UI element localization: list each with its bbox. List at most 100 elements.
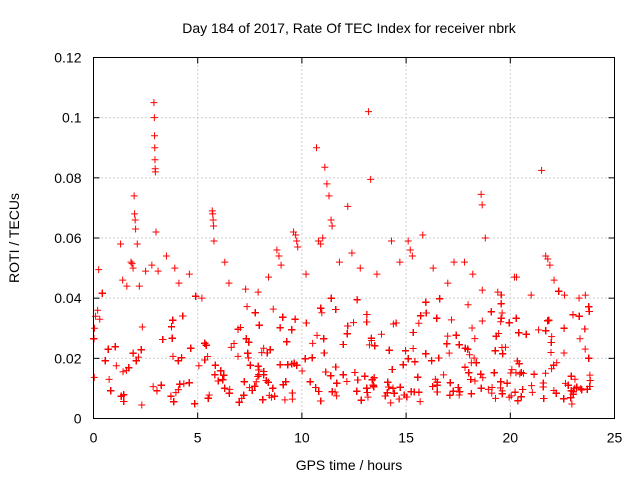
data-point xyxy=(513,273,521,281)
data-point xyxy=(195,362,203,370)
data-point xyxy=(187,344,195,352)
data-point xyxy=(252,378,260,386)
data-point xyxy=(171,264,179,272)
data-point xyxy=(137,346,145,354)
data-point xyxy=(279,313,287,321)
data-points xyxy=(90,99,594,409)
data-point xyxy=(134,353,142,361)
data-point xyxy=(151,144,159,152)
data-point xyxy=(254,372,262,380)
data-point xyxy=(151,132,159,140)
data-point xyxy=(129,349,137,357)
data-point xyxy=(154,267,162,275)
data-point xyxy=(344,202,352,210)
data-point xyxy=(179,312,187,320)
data-point xyxy=(240,391,248,399)
data-point xyxy=(132,357,140,365)
data-point xyxy=(402,347,410,355)
data-point xyxy=(576,335,584,343)
data-point xyxy=(354,376,362,384)
data-point xyxy=(450,258,458,266)
data-point xyxy=(350,319,358,327)
data-point xyxy=(217,367,225,375)
data-point xyxy=(269,384,277,392)
data-point xyxy=(503,379,511,387)
data-point xyxy=(259,396,267,404)
grid xyxy=(93,57,615,419)
data-point xyxy=(248,387,256,395)
data-point xyxy=(333,392,341,400)
data-point xyxy=(373,270,381,278)
data-point xyxy=(387,399,395,407)
data-point xyxy=(460,258,468,266)
data-point xyxy=(225,389,233,397)
data-point xyxy=(219,376,227,384)
data-point xyxy=(477,384,485,392)
data-point xyxy=(484,385,492,393)
data-point xyxy=(472,359,480,367)
data-point xyxy=(435,354,443,362)
data-point xyxy=(444,279,452,287)
data-point xyxy=(332,363,340,371)
data-point xyxy=(406,246,414,254)
data-point xyxy=(275,252,283,260)
data-point xyxy=(153,387,161,395)
data-point xyxy=(293,361,301,369)
y-tick-label: 0.12 xyxy=(54,50,81,66)
data-point xyxy=(461,344,469,352)
data-point xyxy=(221,384,229,392)
data-point xyxy=(452,331,460,339)
data-point xyxy=(292,231,300,239)
y-axis-label: ROTI / TECUs xyxy=(6,193,22,283)
data-point xyxy=(515,329,523,337)
data-point xyxy=(235,398,243,406)
data-point xyxy=(542,369,550,377)
data-point xyxy=(157,381,165,389)
data-point xyxy=(385,346,393,354)
data-point xyxy=(522,330,530,338)
data-point xyxy=(260,371,268,379)
y-tick-label: 0 xyxy=(74,411,82,427)
data-point xyxy=(477,370,485,378)
data-point xyxy=(91,324,99,332)
data-point xyxy=(492,332,500,340)
data-point xyxy=(456,388,464,396)
data-point xyxy=(123,282,131,290)
x-tick-labels: 0 5 10 15 20 25 xyxy=(90,430,623,446)
data-point xyxy=(327,294,335,302)
data-point xyxy=(449,387,457,395)
data-point xyxy=(567,372,575,380)
data-point xyxy=(271,392,279,400)
data-point xyxy=(251,309,259,317)
data-point xyxy=(585,303,593,311)
data-point xyxy=(96,315,104,323)
data-point xyxy=(586,377,594,385)
data-point xyxy=(364,393,372,401)
data-point xyxy=(150,114,158,122)
data-point xyxy=(478,317,486,325)
data-point xyxy=(490,369,498,377)
data-point xyxy=(479,374,487,382)
data-point xyxy=(448,316,456,324)
data-point xyxy=(351,368,359,376)
data-point xyxy=(312,144,320,152)
data-point xyxy=(446,391,454,399)
data-point xyxy=(343,377,351,385)
data-point xyxy=(528,382,536,390)
data-point xyxy=(571,375,579,383)
data-point xyxy=(422,350,430,358)
data-point xyxy=(567,394,575,402)
data-point xyxy=(119,368,127,376)
x-tick-label: 10 xyxy=(294,430,310,446)
data-point xyxy=(104,345,112,353)
data-point xyxy=(170,398,178,406)
data-point xyxy=(367,334,375,342)
data-point xyxy=(151,168,159,176)
data-point xyxy=(363,318,371,326)
data-point xyxy=(404,237,412,245)
data-point xyxy=(129,264,137,272)
data-point xyxy=(389,384,397,392)
data-point xyxy=(577,385,585,393)
data-point xyxy=(225,279,233,287)
